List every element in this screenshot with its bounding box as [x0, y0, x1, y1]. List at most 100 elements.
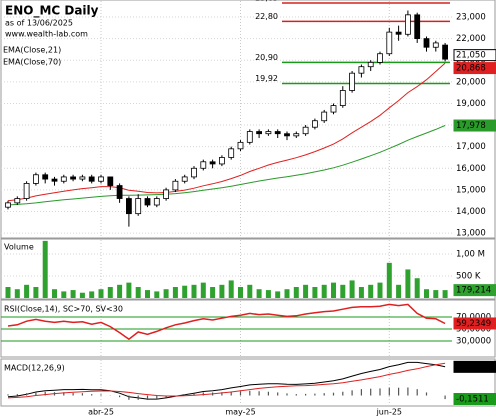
histogram-bar	[351, 390, 353, 396]
level-label: 23,65	[255, 0, 278, 2]
candle-body	[218, 157, 225, 165]
bar	[98, 289, 104, 298]
histogram-bar	[258, 391, 260, 396]
histogram-bar	[7, 394, 9, 396]
y-tick-label: 14,000	[456, 207, 486, 217]
bar	[210, 287, 216, 298]
y-tick-label: 20,000	[456, 77, 486, 87]
candle-body	[367, 61, 374, 68]
candle-body	[321, 111, 328, 122]
bar	[200, 282, 206, 298]
candle-body	[442, 44, 449, 60]
value-label: 17,978	[456, 121, 486, 131]
candle-body	[209, 161, 216, 165]
histogram-bar	[305, 393, 307, 396]
bar	[70, 290, 76, 298]
bar	[126, 282, 132, 298]
candle-body	[358, 66, 365, 74]
candle-body	[246, 131, 253, 143]
candle-body	[274, 131, 281, 135]
bar	[154, 291, 160, 298]
y-tick-label: 16,000	[456, 164, 486, 174]
level-label: 20,90	[255, 53, 278, 62]
histogram-bar	[249, 390, 251, 396]
candle-body	[153, 198, 160, 206]
y-tick-label: 1,00 M	[456, 250, 485, 260]
candle-body	[88, 176, 95, 182]
histogram-bar	[44, 391, 46, 396]
histogram-bar	[230, 391, 232, 396]
chart-subtitle: as of 13/06/2025	[5, 19, 73, 28]
candle-body	[70, 176, 76, 180]
bar	[145, 290, 150, 298]
candle-body	[191, 167, 197, 178]
bar	[321, 284, 327, 298]
bar	[396, 284, 402, 298]
bar	[293, 287, 299, 298]
bar	[24, 284, 30, 298]
bar	[405, 269, 411, 298]
histogram-bar	[35, 391, 37, 396]
bar	[368, 284, 374, 298]
bar	[5, 287, 11, 298]
bar	[61, 291, 67, 298]
legend-entry: EMA(Close,70)	[3, 58, 61, 67]
candle-body	[386, 31, 393, 55]
histogram-bar	[100, 394, 102, 396]
candle-body	[51, 178, 58, 182]
y-tick-label: 50,0000	[456, 325, 491, 335]
x-tick-label: jun-25	[376, 408, 402, 417]
bar	[163, 289, 169, 298]
series-line	[7, 62, 446, 202]
candle-body	[5, 202, 11, 208]
histogram-bar	[267, 391, 269, 396]
value-tag	[453, 119, 496, 132]
bar	[358, 287, 364, 298]
candle-body	[79, 176, 86, 180]
histogram-bar	[184, 394, 186, 396]
histogram-bar	[239, 391, 242, 396]
value-label: 1,2112	[456, 362, 486, 372]
candle-body	[423, 38, 430, 48]
level-label: 22,80	[255, 12, 278, 21]
histogram-bar	[221, 392, 223, 396]
candle-body	[256, 131, 263, 135]
histogram-bar	[119, 395, 121, 398]
y-tick-label: 22,000	[456, 34, 486, 44]
value-tag	[453, 360, 496, 373]
candle-body	[414, 14, 421, 40]
y-tick-label: 500 K	[456, 272, 481, 282]
histogram-bar	[360, 389, 362, 396]
bar	[117, 284, 123, 298]
bar	[433, 290, 439, 298]
y-tick-label: 23,000	[456, 12, 486, 22]
bar	[275, 291, 281, 298]
candle-body	[432, 42, 439, 48]
histogram-bar	[63, 392, 65, 396]
candle-body	[302, 126, 309, 135]
histogram-bar	[332, 392, 335, 396]
bar	[247, 284, 253, 298]
histogram-bar	[137, 395, 139, 400]
series-line	[7, 125, 446, 206]
histogram-bar	[314, 393, 316, 396]
x-tick-label: abr-25	[88, 408, 114, 417]
histogram-bar	[407, 387, 409, 396]
histogram-bar	[91, 394, 93, 396]
value-tag	[453, 317, 496, 330]
histogram-bar	[416, 389, 418, 396]
histogram-bar	[156, 395, 158, 400]
y-tick-label: 30,0000	[456, 337, 491, 347]
bar	[52, 289, 57, 298]
bar	[33, 287, 39, 298]
bar	[340, 284, 346, 298]
histogram-bar	[398, 387, 400, 396]
histogram-bar	[53, 392, 56, 396]
value-tag	[453, 62, 496, 75]
bar	[42, 240, 48, 298]
candle-body	[181, 176, 188, 182]
candle-body	[172, 180, 179, 191]
panel-title: Volume	[4, 243, 34, 252]
